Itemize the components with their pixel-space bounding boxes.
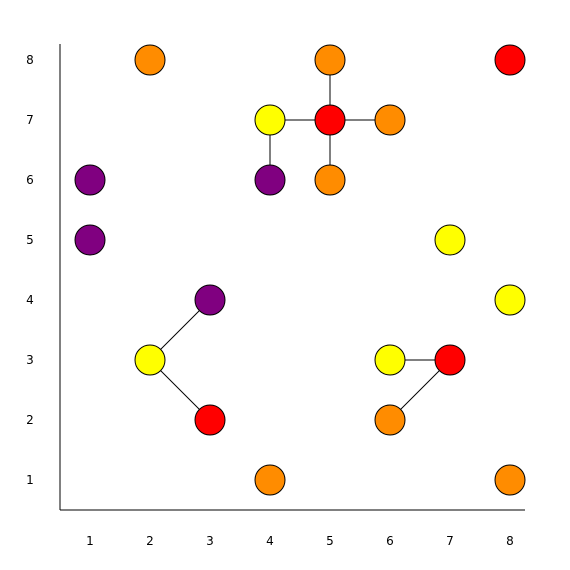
y-tick-label: 3 [26, 353, 34, 367]
red-node [434, 344, 466, 376]
orange-node [134, 44, 166, 76]
purple-node [194, 284, 226, 316]
purple-node [254, 164, 286, 196]
x-tick-label: 6 [386, 534, 394, 548]
orange-node [374, 104, 406, 136]
x-tick-label: 8 [506, 534, 514, 548]
y-tick-label: 5 [26, 233, 34, 247]
red-node [194, 404, 226, 436]
x-tick-label: 4 [266, 534, 274, 548]
x-tick-label: 7 [446, 534, 454, 548]
y-tick-label: 1 [26, 473, 34, 487]
y-tick-label: 6 [26, 173, 34, 187]
red-node [494, 44, 526, 76]
yellow-node [254, 104, 286, 136]
orange-node [494, 464, 526, 496]
axes [59, 44, 525, 511]
purple-node [74, 224, 106, 256]
nodes [74, 44, 526, 496]
orange-node [314, 44, 346, 76]
purple-node [74, 164, 106, 196]
x-tick-label: 2 [146, 534, 154, 548]
x-tick-label: 1 [86, 534, 94, 548]
orange-node [314, 164, 346, 196]
orange-node [374, 404, 406, 436]
yellow-node [494, 284, 526, 316]
y-tick-label: 4 [26, 293, 34, 307]
y-tick-label: 8 [26, 53, 34, 67]
yellow-node [134, 344, 166, 376]
edges [149, 60, 451, 421]
yellow-node [434, 224, 466, 256]
orange-node [254, 464, 286, 496]
yellow-node [374, 344, 406, 376]
x-tick-labels: 1 2 3 4 5 6 7 8 [86, 534, 514, 548]
x-tick-label: 5 [326, 534, 334, 548]
red-node [314, 104, 346, 136]
x-tick-label: 3 [206, 534, 214, 548]
y-tick-label: 2 [26, 413, 34, 427]
y-tick-label: 7 [26, 113, 34, 127]
y-tick-labels: 1 2 3 4 5 6 7 8 [26, 53, 34, 487]
